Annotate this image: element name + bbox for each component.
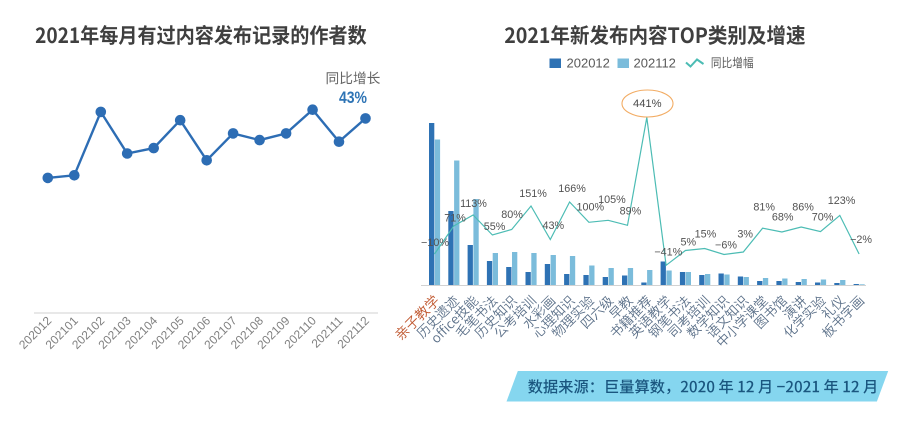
svg-text:89%: 89% [620, 206, 642, 218]
svg-text:202112: 202112 [634, 56, 676, 71]
svg-text:3%: 3% [737, 228, 753, 240]
svg-text:113%: 113% [460, 198, 487, 210]
svg-text:86%: 86% [792, 202, 814, 214]
svg-text:202012: 202012 [567, 56, 610, 71]
svg-text:−6%: −6% [715, 239, 737, 251]
svg-text:166%: 166% [558, 183, 586, 195]
svg-text:71%: 71% [444, 213, 466, 225]
svg-text:105%: 105% [598, 194, 626, 206]
svg-text:15%: 15% [695, 228, 717, 240]
svg-text:−41%: −41% [654, 247, 682, 259]
svg-text:151%: 151% [519, 188, 547, 200]
svg-text:441%: 441% [633, 98, 662, 110]
svg-text:43%: 43% [339, 88, 367, 107]
svg-text:55%: 55% [484, 221, 506, 233]
svg-text:43%: 43% [542, 220, 564, 232]
svg-text:5%: 5% [680, 237, 696, 249]
svg-text:100%: 100% [576, 202, 604, 214]
svg-text:80%: 80% [501, 209, 523, 221]
svg-text:81%: 81% [753, 202, 775, 214]
svg-text:70%: 70% [812, 211, 834, 223]
svg-text:−10%: −10% [421, 237, 449, 249]
svg-text:123%: 123% [828, 195, 856, 207]
svg-text:−2%: −2% [850, 234, 872, 246]
svg-text:68%: 68% [772, 211, 794, 223]
